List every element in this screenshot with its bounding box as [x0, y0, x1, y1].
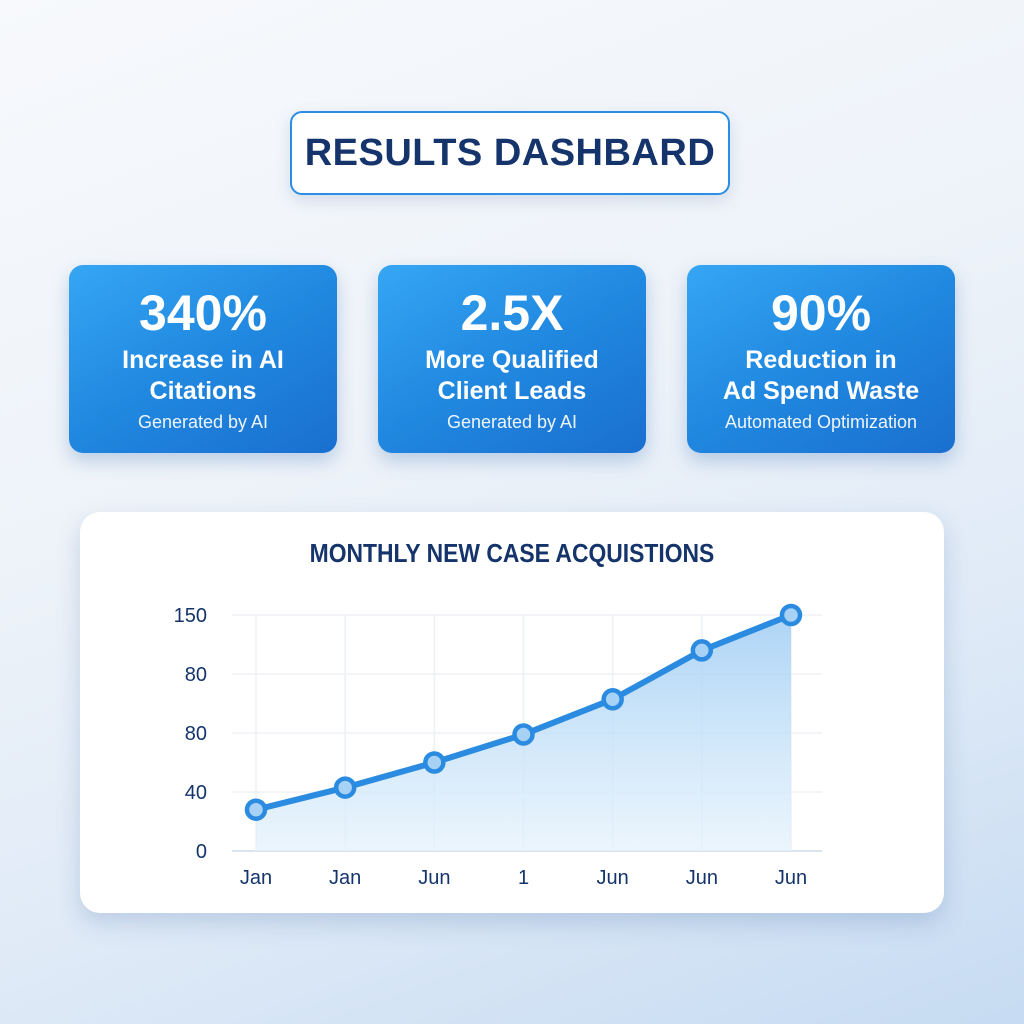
y-tick-label: 40: [185, 782, 207, 804]
y-tick-label: 80: [185, 723, 207, 745]
y-axis-labels: 0 40 80 80 150: [174, 605, 207, 863]
chart-card: MONTHLY NEW CASE ACQUISTIONS 0 40 80 80 150 …: [80, 512, 944, 913]
stat-sublabel: Generated by AI: [137, 412, 269, 432]
x-tick-label: Jun: [418, 867, 450, 889]
data-point-marker: [244, 798, 268, 821]
stat-label: Increase in AI Citations: [122, 346, 284, 405]
x-tick-label: Jan: [240, 867, 272, 889]
x-tick-label: 1: [518, 867, 529, 889]
area-fill: [256, 615, 791, 851]
y-tick-label: 0: [196, 841, 207, 863]
stat-value: 340%: [139, 285, 267, 341]
stat-label: More Qualified Client Leads: [425, 346, 599, 405]
stat-value: 90%: [770, 285, 872, 341]
stat-label: Reduction in Ad Spend Waste: [722, 346, 920, 405]
stat-value: 2.5X: [460, 285, 564, 341]
stat-sublabel: Automated Optimization: [724, 412, 918, 432]
x-tick-label: Jun: [686, 867, 718, 889]
x-tick-label: Jun: [775, 867, 807, 889]
data-point-marker: [779, 603, 803, 627]
data-point-marker: [423, 751, 446, 774]
y-tick-label: 150: [174, 605, 207, 627]
chart-title: MONTHLY NEW CASE ACQUISTIONS: [309, 538, 715, 568]
stat-card-ai-citations: 340% Increase in AI Citations Generated b…: [69, 265, 337, 453]
dashboard-title-box: RESULTS DASHBARD: [290, 111, 730, 195]
x-axis-labels: Jan Jan Jun 1 Jun Jun Jun: [240, 867, 807, 889]
line-chart: 0 40 80 80 150 Jan Jan Jun 1 Jun Jun Jun: [174, 603, 822, 889]
x-tick-label: Jan: [329, 867, 361, 889]
data-point-marker: [601, 688, 624, 711]
x-tick-label: Jun: [597, 867, 629, 889]
stat-sublabel: Generated by AI: [446, 412, 578, 432]
y-tick-label: 80: [185, 664, 207, 686]
page-title: RESULTS DASHBARD: [304, 131, 716, 174]
stat-card-ad-spend: 90% Reduction in Ad Spend Waste Automated…: [687, 265, 955, 453]
data-point-marker: [690, 639, 714, 662]
stat-card-client-leads: 2.5X More Qualified Client Leads Generate…: [378, 265, 646, 453]
data-point-marker: [333, 776, 357, 799]
data-markers: [244, 603, 803, 821]
data-point-marker: [512, 723, 535, 746]
